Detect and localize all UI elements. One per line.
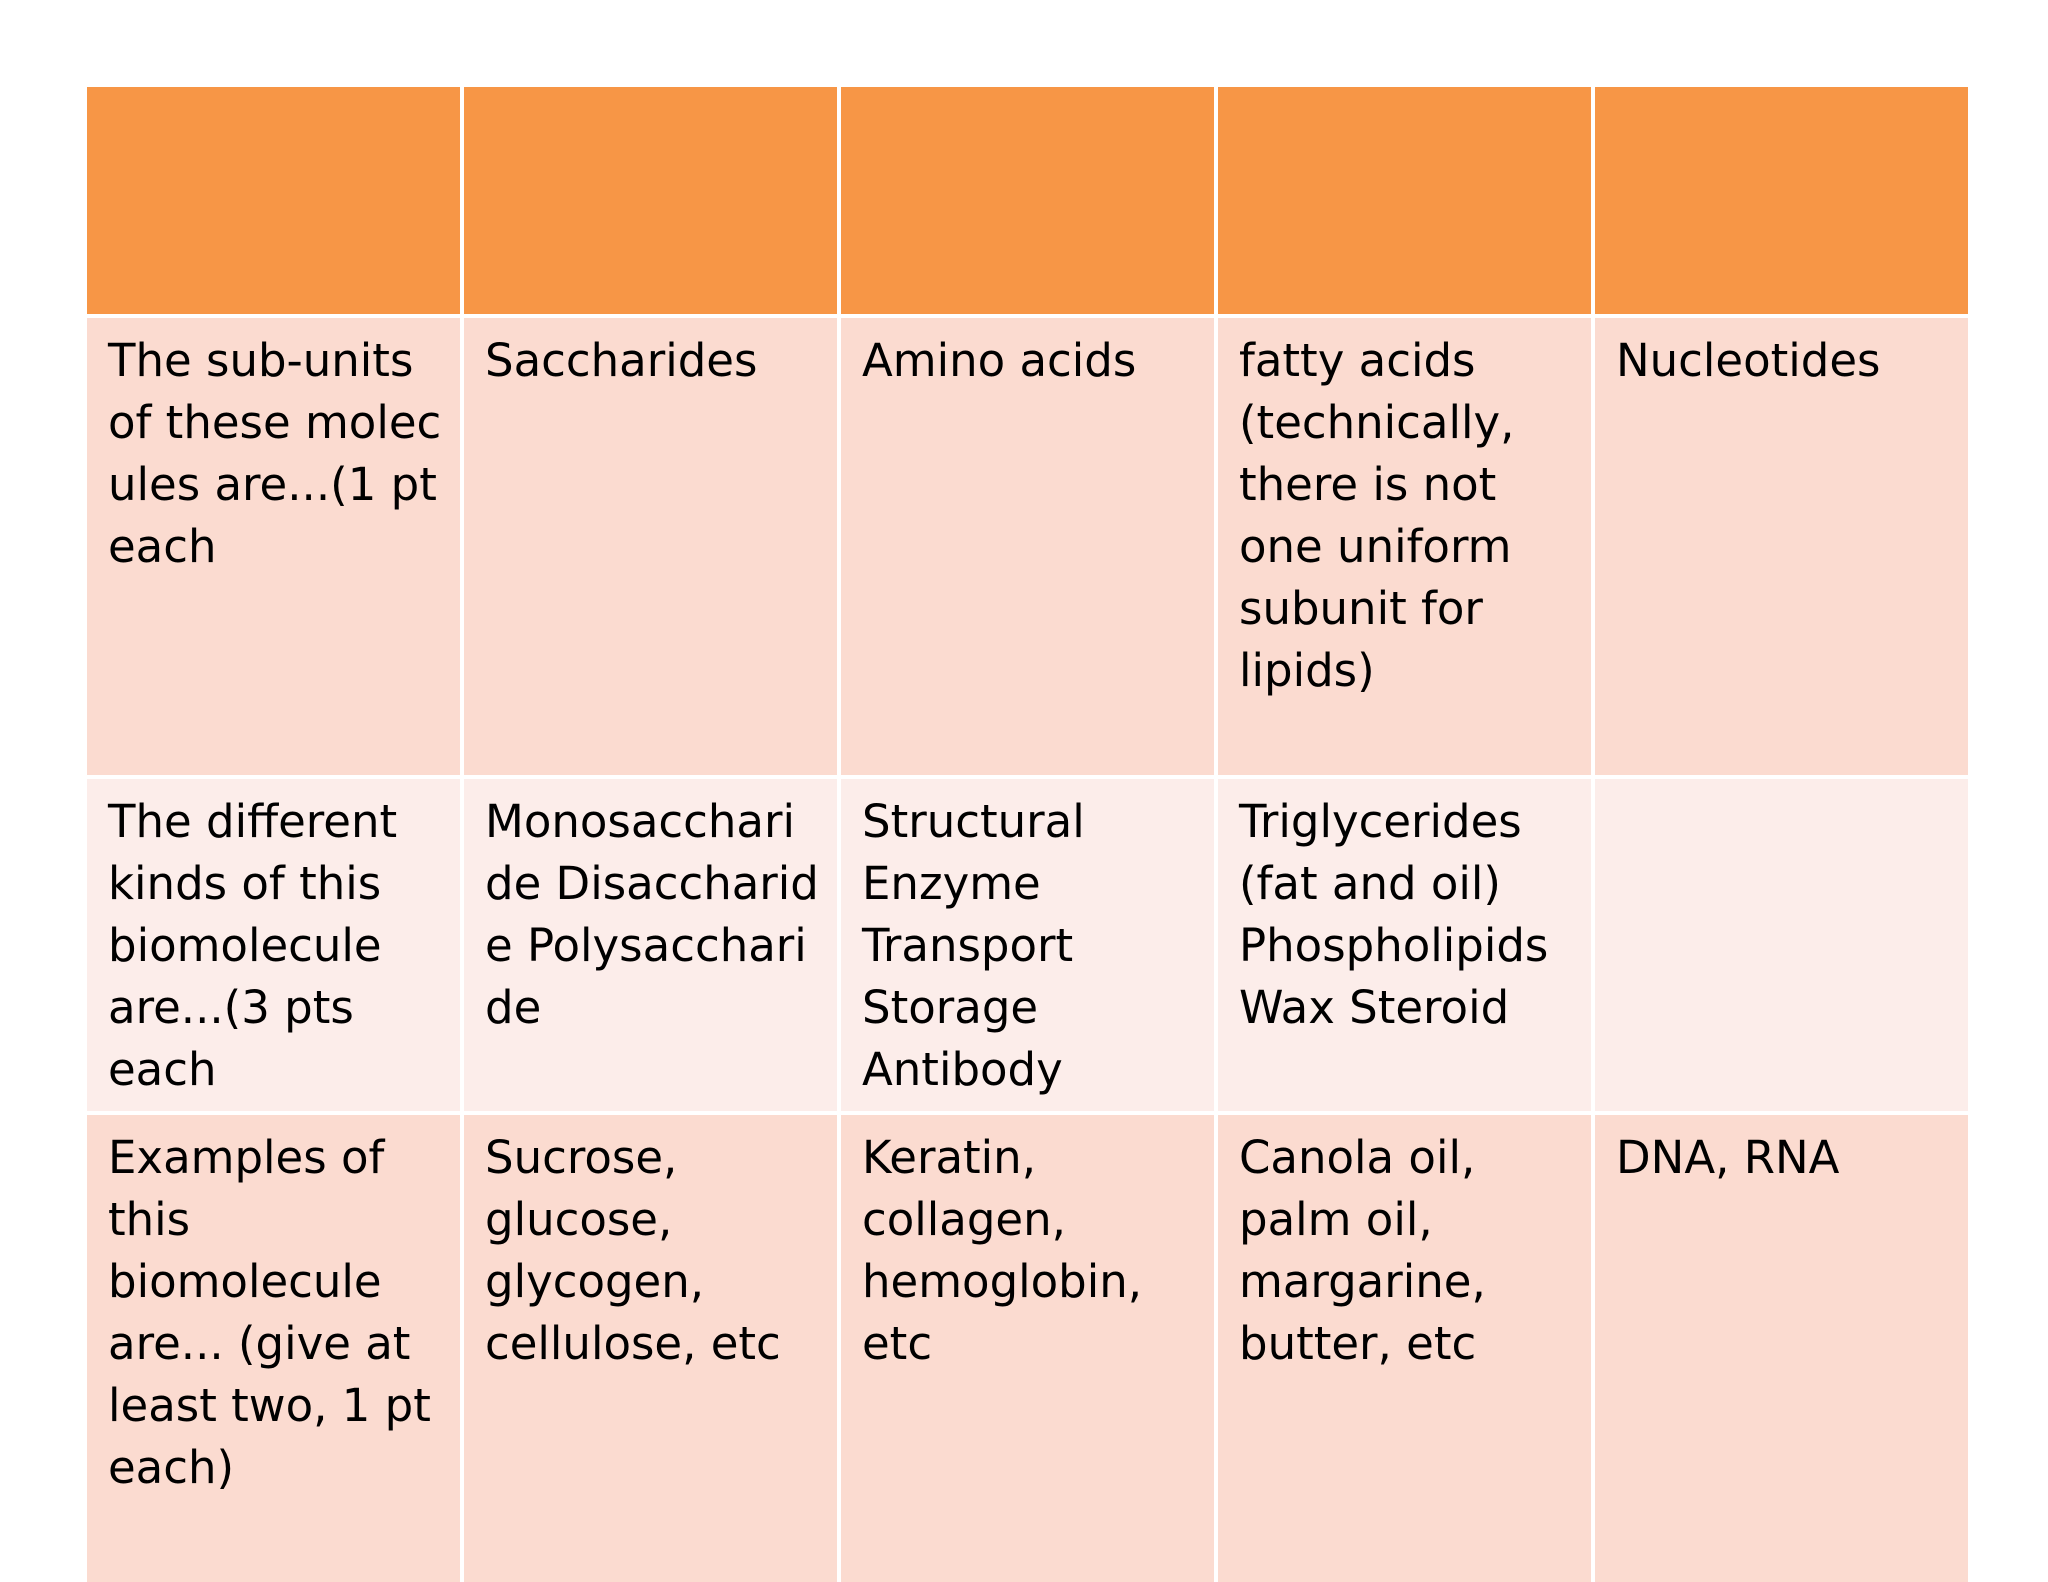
row-examples-lipids: Canola oil, palm oil, margarine, butter,… xyxy=(1218,1115,1591,1582)
row-subunits-lipids: fatty acids (technically, there is not o… xyxy=(1218,318,1591,775)
row-kinds-lipids: Triglycerides (fat and oil) Phospholipid… xyxy=(1218,779,1591,1111)
row-examples-label: Examples of this biomolecule are... (giv… xyxy=(87,1115,460,1582)
row-subunits-label: The sub-units of these molecules are...(… xyxy=(87,318,460,775)
row-kinds-carbohydrates: Monosaccharide Disaccharide Polysacchari… xyxy=(464,779,837,1111)
row-kinds-nucleic-acids xyxy=(1595,779,1968,1111)
row-subunits-nucleic-acids: Nucleotides xyxy=(1595,318,1968,775)
biomolecule-table: The sub-units of these molecules are...(… xyxy=(87,87,1968,1582)
header-cell-1 xyxy=(87,87,460,314)
row-kinds-proteins: Structural Enzyme Transport Storage Anti… xyxy=(841,779,1214,1111)
row-kinds-label: The different kinds of this biomolecule … xyxy=(87,779,460,1111)
row-examples-carbohydrates: Sucrose, glucose, glycogen, cellulose, e… xyxy=(464,1115,837,1582)
row-examples-proteins: Keratin, collagen, hemoglobin, etc xyxy=(841,1115,1214,1582)
row-examples-nucleic-acids: DNA, RNA xyxy=(1595,1115,1968,1582)
row-subunits-proteins: Amino acids xyxy=(841,318,1214,775)
header-cell-5 xyxy=(1595,87,1968,314)
header-cell-2 xyxy=(464,87,837,314)
header-cell-3 xyxy=(841,87,1214,314)
header-cell-4 xyxy=(1218,87,1591,314)
row-subunits-carbohydrates: Saccharides xyxy=(464,318,837,775)
